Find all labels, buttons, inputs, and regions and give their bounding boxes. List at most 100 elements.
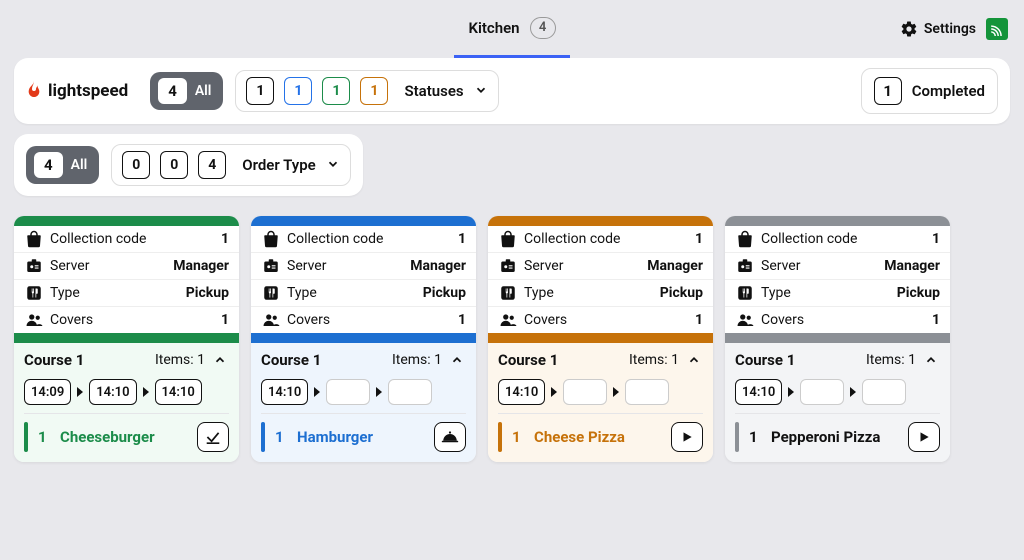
item-action-button[interactable] <box>908 422 940 452</box>
row-covers: Covers 1 <box>251 307 476 333</box>
fork-icon <box>498 284 518 302</box>
type-filter-group[interactable]: 004Order Type <box>111 144 351 186</box>
order-card: Collection code 1 Server Manager Type Pi… <box>488 216 713 462</box>
triangle-icon <box>613 387 619 397</box>
collapse-button[interactable] <box>922 351 940 369</box>
filter-bar-2: 4 All 004Order Type <box>14 134 363 196</box>
time-box[interactable] <box>800 379 844 405</box>
brand-logo: lightspeed <box>26 81 128 101</box>
tab-kitchen-label: Kitchen <box>468 19 519 37</box>
row-collection: Collection code 1 <box>488 226 713 253</box>
collection-label: Collection code <box>287 231 458 247</box>
item-action-button[interactable] <box>434 422 466 452</box>
course-body: Course 1 Items: 1 14:10 1 Cheese Pizza <box>488 343 713 462</box>
covers-label: Covers <box>287 312 458 328</box>
time-box[interactable]: 14:10 <box>89 379 136 405</box>
course-items: Items: 1 <box>629 352 679 368</box>
order-item-row: 1 Hamburger <box>261 413 466 452</box>
status-filter-chip[interactable]: 1 <box>246 77 274 105</box>
all-label: All <box>195 83 216 99</box>
course-header: Course 1 Items: 1 <box>261 351 466 369</box>
bag-icon <box>498 230 518 248</box>
type-filter-chip[interactable]: 0 <box>122 151 150 179</box>
completed-label: Completed <box>912 82 985 100</box>
fork-icon <box>261 284 281 302</box>
triangle-icon <box>551 387 557 397</box>
gear-icon <box>900 20 918 38</box>
course-header: Course 1 Items: 1 <box>24 351 229 369</box>
row-covers: Covers 1 <box>14 307 239 333</box>
status-filter-group[interactable]: 1111Statuses <box>235 70 498 112</box>
triangle-icon <box>314 387 320 397</box>
row-server: Server Manager <box>725 253 950 280</box>
cast-icon[interactable] <box>986 18 1008 40</box>
covers-value: 1 <box>221 312 229 328</box>
card-color-strip <box>251 216 476 226</box>
course-times: 14:10 <box>735 379 940 405</box>
time-box[interactable] <box>625 379 669 405</box>
type-label: Type <box>50 285 186 301</box>
type-label: Type <box>761 285 897 301</box>
status-filter-chip[interactable]: 1 <box>284 77 312 105</box>
row-covers: Covers 1 <box>488 307 713 333</box>
row-server: Server Manager <box>14 253 239 280</box>
status-filter-chip[interactable]: 1 <box>322 77 350 105</box>
time-box[interactable]: 14:10 <box>155 379 202 405</box>
item-name: Cheese Pizza <box>534 428 661 446</box>
type-all-pill[interactable]: 4 All <box>26 146 99 184</box>
type-label: Type <box>287 285 423 301</box>
row-type: Type Pickup <box>251 280 476 307</box>
item-qty: 1 <box>275 428 287 446</box>
covers-label: Covers <box>761 312 932 328</box>
type-filter-chip[interactable]: 4 <box>198 151 226 179</box>
type-value: Pickup <box>897 285 940 301</box>
course-header: Course 1 Items: 1 <box>498 351 703 369</box>
brand-name: lightspeed <box>48 81 128 101</box>
collapse-button[interactable] <box>211 351 229 369</box>
type-value: Pickup <box>423 285 466 301</box>
bag-icon <box>261 230 281 248</box>
time-box[interactable]: 14:10 <box>498 379 545 405</box>
time-box[interactable] <box>563 379 607 405</box>
status-filter-chip[interactable]: 1 <box>360 77 388 105</box>
course-items: Items: 1 <box>155 352 205 368</box>
collapse-button[interactable] <box>685 351 703 369</box>
item-name: Pepperoni Pizza <box>771 428 898 446</box>
course-times: 14:09 14:10 14:10 <box>24 379 229 405</box>
card-info: Collection code 1 Server Manager Type Pi… <box>14 226 239 333</box>
time-box[interactable] <box>862 379 906 405</box>
order-card: Collection code 1 Server Manager Type Pi… <box>725 216 950 462</box>
item-action-button[interactable] <box>197 422 229 452</box>
all-filter-pill[interactable]: 4 All <box>150 72 223 110</box>
tab-kitchen[interactable]: Kitchen 4 <box>454 0 569 58</box>
item-name: Cheeseburger <box>60 428 187 446</box>
covers-value: 1 <box>932 312 940 328</box>
server-label: Server <box>761 258 884 274</box>
all-count: 4 <box>158 78 187 104</box>
course-times: 14:10 <box>498 379 703 405</box>
type-value: Pickup <box>660 285 703 301</box>
course-name: Course 1 <box>261 351 392 369</box>
covers-label: Covers <box>524 312 695 328</box>
time-box[interactable]: 14:10 <box>735 379 782 405</box>
course-body: Course 1 Items: 1 14:10 1 Hamburger <box>251 343 476 462</box>
chevron-down-icon <box>326 156 340 175</box>
course-color-strip <box>251 333 476 343</box>
row-server: Server Manager <box>251 253 476 280</box>
course-items: Items: 1 <box>866 352 916 368</box>
settings-button[interactable]: Settings <box>900 20 976 38</box>
completed-button[interactable]: 1 Completed <box>861 68 998 114</box>
type-filter-chip[interactable]: 0 <box>160 151 188 179</box>
time-box[interactable] <box>388 379 432 405</box>
type-label: Type <box>524 285 660 301</box>
collection-label: Collection code <box>50 231 221 247</box>
time-box[interactable]: 14:09 <box>24 379 71 405</box>
card-info: Collection code 1 Server Manager Type Pi… <box>251 226 476 333</box>
time-box[interactable] <box>326 379 370 405</box>
server-label: Server <box>50 258 173 274</box>
item-action-button[interactable] <box>671 422 703 452</box>
row-collection: Collection code 1 <box>14 226 239 253</box>
collapse-button[interactable] <box>448 351 466 369</box>
time-box[interactable]: 14:10 <box>261 379 308 405</box>
item-qty: 1 <box>749 428 761 446</box>
